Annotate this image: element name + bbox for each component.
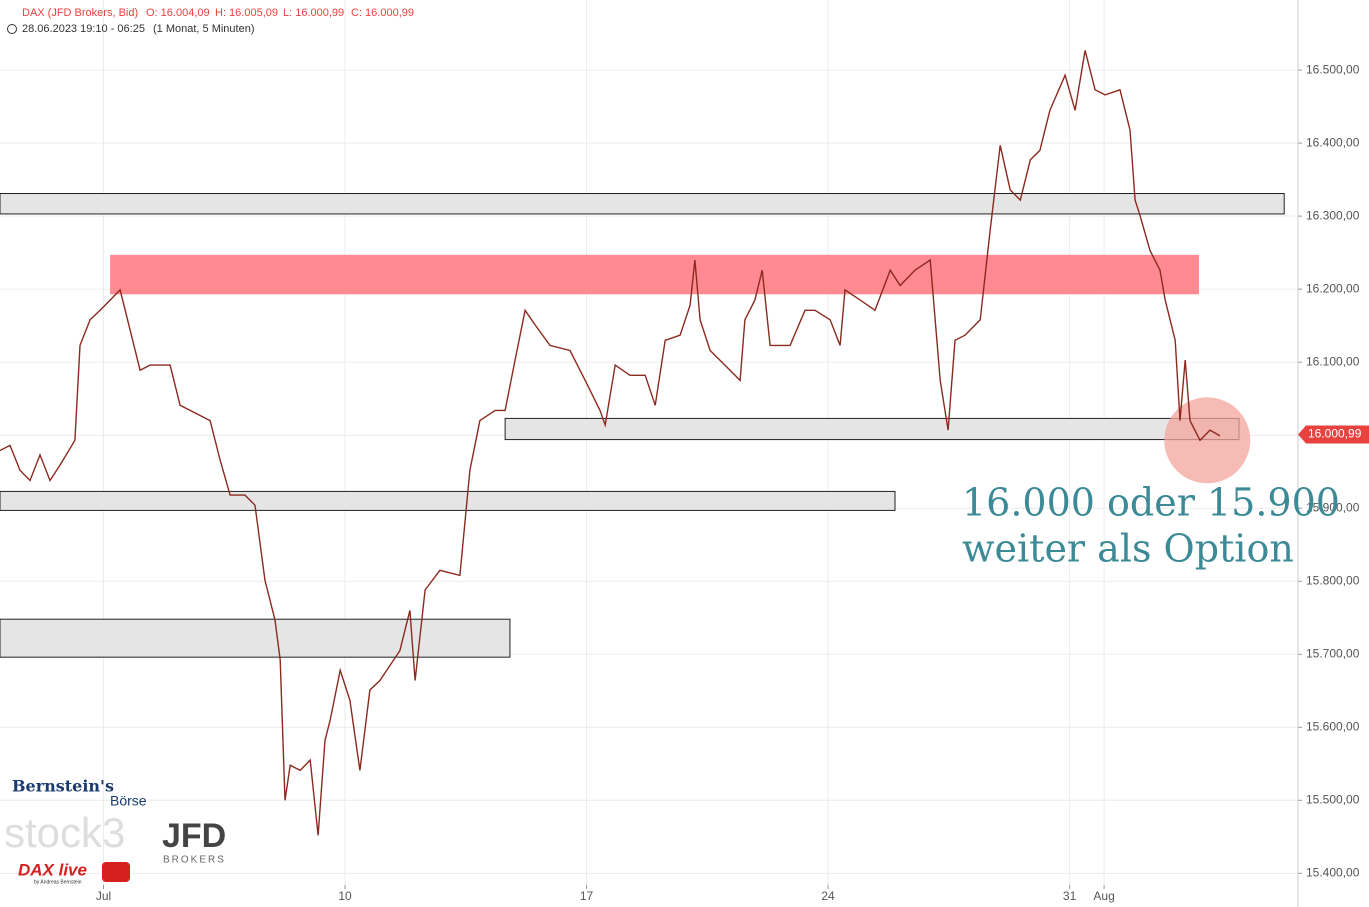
- y-tick-label: 16.100,00: [1306, 354, 1360, 368]
- ohlc-open: O: 16.004,09: [146, 7, 210, 19]
- y-tick-label: 15.900,00: [1306, 500, 1360, 514]
- y-tick-label: 16.500,00: [1306, 62, 1360, 76]
- x-tick-label: Aug: [1093, 889, 1114, 903]
- zone: [0, 618, 511, 658]
- zone: [0, 490, 896, 511]
- logo-text: stock3: [4, 809, 125, 856]
- x-tick-label: 17: [580, 889, 594, 903]
- annotation: weiter als Option: [962, 527, 1294, 571]
- y-tick-label: 15.400,00: [1306, 865, 1360, 879]
- clock-icon: [7, 24, 17, 34]
- logo-icon: [102, 862, 130, 882]
- logo-text: Bernstein's: [12, 777, 114, 796]
- zone: [110, 254, 1199, 295]
- period: (1 Monat, 5 Minuten): [153, 23, 255, 35]
- x-tick-label: 10: [338, 889, 352, 903]
- logo-text: JFD: [162, 817, 226, 855]
- y-tick-label: 15.800,00: [1306, 573, 1360, 587]
- price-line: [0, 50, 1221, 836]
- last-price-label: 16.000,99: [1308, 427, 1362, 441]
- ohlc-low: L: 16.000,99: [283, 7, 344, 19]
- last-price-tag: [1298, 425, 1369, 444]
- zone: [504, 417, 1240, 441]
- x-tick-label: Jul: [96, 889, 111, 903]
- logo-text: BROKERS: [163, 855, 226, 866]
- logo-text: by Andreas Bernstein: [34, 879, 82, 885]
- logo-text: Börse: [110, 793, 147, 809]
- chart-title: DAX (JFD Brokers, Bid): [22, 7, 138, 19]
- subtitle: 28.06.2023 19:10 - 06:25: [22, 23, 145, 35]
- x-tick-label: 24: [821, 889, 835, 903]
- y-tick-label: 16.200,00: [1306, 281, 1360, 295]
- ohlc-close: C: 16.000,99: [351, 7, 414, 19]
- zone: [0, 193, 1285, 215]
- y-tick-label: 15.600,00: [1306, 719, 1360, 733]
- logo-text: DAX live: [18, 860, 87, 879]
- x-tick-label: 31: [1063, 889, 1077, 903]
- y-tick-label: 15.700,00: [1306, 646, 1360, 660]
- y-tick-label: 15.500,00: [1306, 792, 1360, 806]
- background: [0, 0, 1298, 885]
- y-tick-label: 16.400,00: [1306, 135, 1360, 149]
- y-tick-label: 16.300,00: [1306, 208, 1360, 222]
- annotation: 16.000 oder 15.900: [962, 481, 1340, 525]
- ohlc-high: H: 16.005,09: [215, 7, 278, 19]
- highlight: [1164, 397, 1251, 484]
